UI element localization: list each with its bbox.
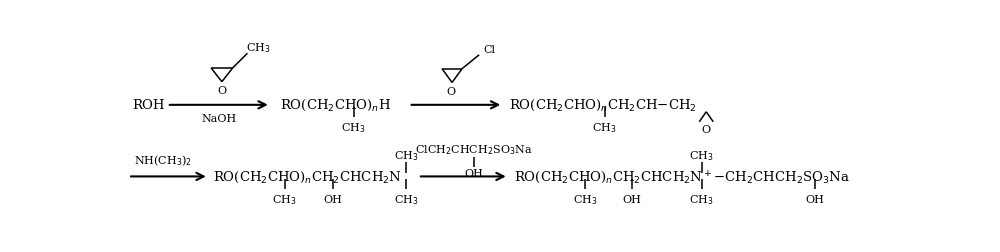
Text: CH$_3$: CH$_3$ — [394, 148, 419, 162]
Text: CH$_3$: CH$_3$ — [272, 192, 297, 206]
Text: CH$_3$: CH$_3$ — [341, 121, 366, 135]
Text: OH: OH — [323, 194, 342, 204]
Text: CH$_3$: CH$_3$ — [592, 121, 617, 135]
Text: Cl: Cl — [483, 45, 495, 55]
Text: NH(CH$_3$)$_2$: NH(CH$_3$)$_2$ — [134, 152, 192, 167]
Text: ClCH$_2$CHCH$_2$SO$_3$Na: ClCH$_2$CHCH$_2$SO$_3$Na — [415, 143, 533, 157]
Text: OH: OH — [464, 169, 483, 179]
Text: OH: OH — [805, 194, 824, 204]
Text: ROH: ROH — [132, 99, 164, 112]
Text: NaOH: NaOH — [202, 113, 237, 123]
Text: RO(CH$_2$CHO)$_n$H: RO(CH$_2$CHO)$_n$H — [280, 98, 391, 113]
Text: O: O — [217, 86, 226, 96]
Text: OH: OH — [622, 194, 641, 204]
Text: CH$_3$: CH$_3$ — [246, 41, 271, 55]
Text: O: O — [702, 125, 711, 135]
Text: CH$_3$: CH$_3$ — [394, 192, 419, 206]
Text: RO(CH$_2$CHO)$_n$CH$_2$CH$-$CH$_2$: RO(CH$_2$CHO)$_n$CH$_2$CH$-$CH$_2$ — [509, 98, 696, 113]
Text: RO(CH$_2$CHO)$_n$CH$_2$CHCH$_2$N: RO(CH$_2$CHO)$_n$CH$_2$CHCH$_2$N — [213, 169, 402, 184]
Text: CH$_3$: CH$_3$ — [573, 192, 598, 206]
Text: RO(CH$_2$CHO)$_n$CH$_2$CHCH$_2$N$^+$$-$CH$_2$CHCH$_2$SO$_3$Na: RO(CH$_2$CHO)$_n$CH$_2$CHCH$_2$N$^+$$-$C… — [514, 169, 850, 185]
Text: O: O — [446, 87, 455, 97]
Text: CH$_3$: CH$_3$ — [689, 148, 714, 162]
Text: CH$_3$: CH$_3$ — [689, 192, 714, 206]
